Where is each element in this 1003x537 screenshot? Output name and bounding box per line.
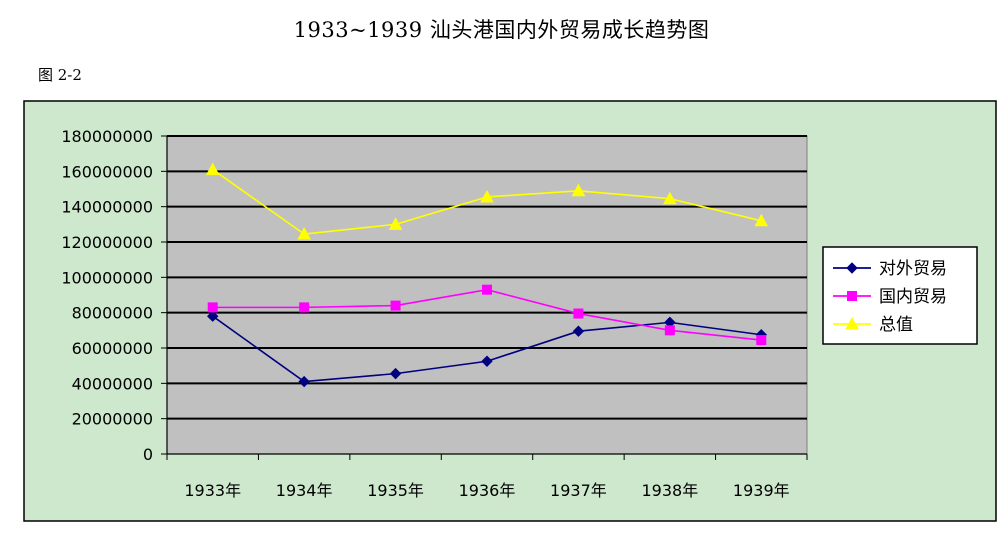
data-point — [482, 284, 492, 295]
legend-label: 对外贸易 — [879, 259, 947, 279]
data-point — [299, 302, 310, 313]
plot-area-background — [166, 135, 808, 455]
data-point — [571, 183, 586, 197]
y-tick-label: 140000000 — [61, 198, 153, 217]
y-tick-labels: 0 20000000 40000000 60000000 80000000 1000000… — [61, 127, 153, 464]
legend-marker — [847, 291, 857, 301]
figure-label: 图 2-2 — [38, 66, 82, 84]
legend-item: 国内贸易 — [833, 287, 947, 307]
legend-item: 对外贸易 — [833, 259, 947, 279]
data-point — [298, 375, 310, 388]
x-tick-label: 1936年 — [459, 481, 516, 500]
series-2 — [207, 284, 767, 346]
series-layer — [205, 162, 769, 388]
y-tick-label: 0 — [143, 445, 153, 464]
legend-marker — [845, 316, 859, 330]
x-tick-label: 1938年 — [641, 481, 698, 500]
x-tick-label: 1939年 — [733, 481, 790, 500]
x-tick-label: 1934年 — [276, 481, 333, 500]
legend-marker — [846, 262, 858, 274]
legend-label: 国内贸易 — [879, 287, 947, 307]
y-tick-label: 40000000 — [72, 374, 153, 393]
data-point — [573, 308, 584, 319]
y-tick-label: 100000000 — [61, 268, 153, 287]
y-tick-label: 180000000 — [61, 127, 153, 146]
data-point — [664, 325, 675, 336]
y-tick-label: 20000000 — [72, 410, 153, 429]
data-point — [205, 162, 220, 176]
data-point — [572, 325, 585, 337]
legend-item: 总值 — [833, 315, 913, 335]
data-point — [756, 335, 767, 346]
y-tick-label: 160000000 — [61, 162, 153, 181]
axes — [166, 136, 808, 460]
data-point — [390, 300, 401, 311]
y-tick-label: 80000000 — [72, 304, 153, 323]
data-point — [480, 189, 494, 203]
data-point — [388, 217, 403, 230]
x-tick-label: 1937年 — [550, 481, 607, 500]
data-point — [207, 310, 219, 322]
chart-title: 1933~1939 汕头港国内外贸易成长趋势图 — [293, 18, 710, 42]
data-point — [207, 302, 218, 313]
data-point — [663, 191, 677, 205]
y-tick-label: 120000000 — [61, 233, 153, 252]
data-point — [754, 213, 769, 227]
data-point — [481, 355, 493, 367]
series-3 — [205, 162, 769, 240]
x-tick-labels: 1933年 1934年 1935年 1936年 1937年 1938年 1939年 — [184, 481, 789, 500]
data-point — [389, 367, 402, 380]
legend-label: 总值 — [879, 315, 913, 335]
y-tick-label: 60000000 — [72, 339, 153, 358]
x-tick-label: 1933年 — [184, 481, 241, 500]
data-point — [297, 227, 311, 240]
x-tick-label: 1935年 — [367, 481, 424, 500]
